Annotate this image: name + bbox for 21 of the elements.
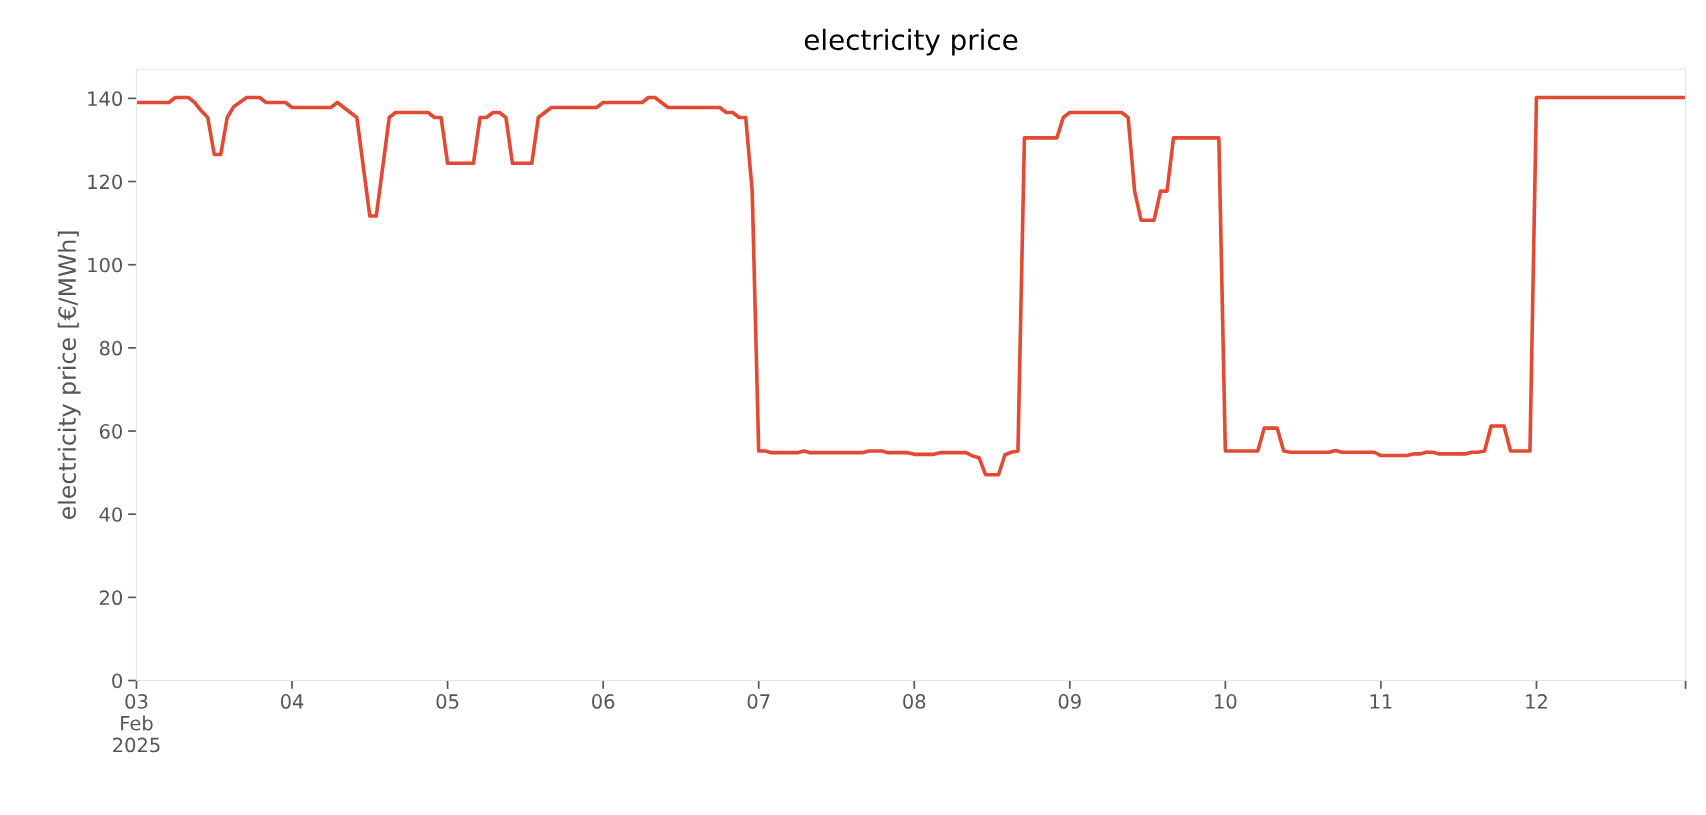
y-axis-title: electricity price [€/MWh] bbox=[57, 231, 81, 519]
x-tick-label: 12 bbox=[1526, 694, 1547, 709]
line-series bbox=[136, 95, 1686, 477]
y-tick-label: 140 bbox=[88, 91, 122, 107]
y-tick-label: 20 bbox=[99, 590, 122, 606]
y-tick-label: 40 bbox=[99, 507, 122, 522]
y-tick-label: 80 bbox=[99, 340, 122, 356]
x-tick-label: 06 bbox=[592, 694, 615, 709]
y-tick-label: 60 bbox=[99, 423, 122, 439]
x-tick-label: 08 bbox=[903, 694, 926, 709]
chart-title: electricity price bbox=[804, 28, 1018, 56]
x-tick-label: 04 bbox=[280, 694, 304, 709]
x-tick-label: 03 Feb 2025 bbox=[113, 694, 160, 753]
x-tick-label: 09 bbox=[1058, 694, 1081, 709]
y-tick-label: 120 bbox=[88, 174, 122, 190]
x-tick-label: 10 bbox=[1215, 694, 1237, 709]
y-tick-label: 0 bbox=[112, 673, 122, 689]
y-tick-label: 100 bbox=[88, 257, 122, 273]
x-tick-label: 07 bbox=[747, 694, 770, 709]
x-tick-label: 11 bbox=[1370, 694, 1392, 709]
x-tick-label: 05 bbox=[436, 694, 459, 709]
